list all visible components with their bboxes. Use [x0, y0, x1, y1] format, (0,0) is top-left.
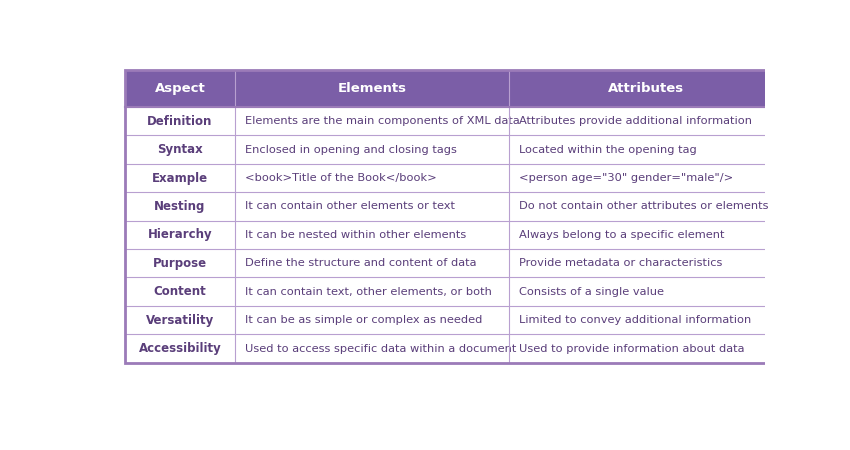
Text: It can be as simple or complex as needed: It can be as simple or complex as needed	[245, 315, 482, 325]
FancyBboxPatch shape	[235, 70, 509, 107]
FancyBboxPatch shape	[125, 278, 235, 306]
Text: It can be nested within other elements: It can be nested within other elements	[245, 230, 466, 240]
FancyBboxPatch shape	[235, 306, 509, 334]
Text: Provide metadata or characteristics: Provide metadata or characteristics	[518, 258, 722, 268]
FancyBboxPatch shape	[125, 249, 235, 278]
Text: Elements are the main components of XML data: Elements are the main components of XML …	[245, 116, 519, 126]
FancyBboxPatch shape	[509, 249, 784, 278]
Text: Purpose: Purpose	[153, 257, 207, 270]
Text: Syntax: Syntax	[157, 143, 203, 156]
Text: Versatility: Versatility	[146, 314, 214, 327]
Text: Content: Content	[154, 285, 207, 298]
Text: It can contain text, other elements, or both: It can contain text, other elements, or …	[245, 287, 491, 297]
Text: Hierarchy: Hierarchy	[148, 228, 212, 241]
FancyBboxPatch shape	[235, 278, 509, 306]
FancyBboxPatch shape	[509, 306, 784, 334]
Text: Attributes: Attributes	[609, 82, 684, 95]
Text: Define the structure and content of data: Define the structure and content of data	[245, 258, 476, 268]
Text: Definition: Definition	[147, 115, 212, 128]
FancyBboxPatch shape	[235, 164, 509, 192]
Text: Consists of a single value: Consists of a single value	[518, 287, 664, 297]
FancyBboxPatch shape	[125, 135, 235, 164]
FancyBboxPatch shape	[235, 107, 509, 135]
FancyBboxPatch shape	[235, 334, 509, 363]
Text: Used to access specific data within a document: Used to access specific data within a do…	[245, 343, 516, 354]
FancyBboxPatch shape	[235, 135, 509, 164]
FancyBboxPatch shape	[509, 70, 784, 107]
FancyBboxPatch shape	[509, 192, 784, 220]
Text: Located within the opening tag: Located within the opening tag	[518, 144, 696, 155]
Text: <book>Title of the Book</book>: <book>Title of the Book</book>	[245, 173, 436, 183]
FancyBboxPatch shape	[235, 249, 509, 278]
FancyBboxPatch shape	[509, 135, 784, 164]
Text: Example: Example	[152, 171, 208, 184]
FancyBboxPatch shape	[235, 220, 509, 249]
FancyBboxPatch shape	[125, 306, 235, 334]
Text: Nesting: Nesting	[155, 200, 206, 213]
FancyBboxPatch shape	[125, 164, 235, 192]
FancyBboxPatch shape	[125, 107, 235, 135]
Text: Used to provide information about data: Used to provide information about data	[518, 343, 744, 354]
Text: It can contain other elements or text: It can contain other elements or text	[245, 202, 455, 211]
FancyBboxPatch shape	[509, 164, 784, 192]
FancyBboxPatch shape	[125, 70, 235, 107]
Text: Limited to convey additional information: Limited to convey additional information	[518, 315, 751, 325]
Text: Attributes provide additional information: Attributes provide additional informatio…	[518, 116, 751, 126]
Text: Elements: Elements	[338, 82, 407, 95]
FancyBboxPatch shape	[125, 192, 235, 220]
FancyBboxPatch shape	[125, 334, 235, 363]
Text: Always belong to a specific element: Always belong to a specific element	[518, 230, 724, 240]
Text: Aspect: Aspect	[155, 82, 206, 95]
FancyBboxPatch shape	[509, 107, 784, 135]
Text: Do not contain other attributes or elements: Do not contain other attributes or eleme…	[518, 202, 768, 211]
Text: <person age="30" gender="male"/>: <person age="30" gender="male"/>	[518, 173, 733, 183]
FancyBboxPatch shape	[509, 278, 784, 306]
FancyBboxPatch shape	[509, 220, 784, 249]
Text: Accessibility: Accessibility	[139, 342, 221, 355]
Text: Enclosed in opening and closing tags: Enclosed in opening and closing tags	[245, 144, 456, 155]
FancyBboxPatch shape	[125, 220, 235, 249]
FancyBboxPatch shape	[509, 334, 784, 363]
FancyBboxPatch shape	[235, 192, 509, 220]
